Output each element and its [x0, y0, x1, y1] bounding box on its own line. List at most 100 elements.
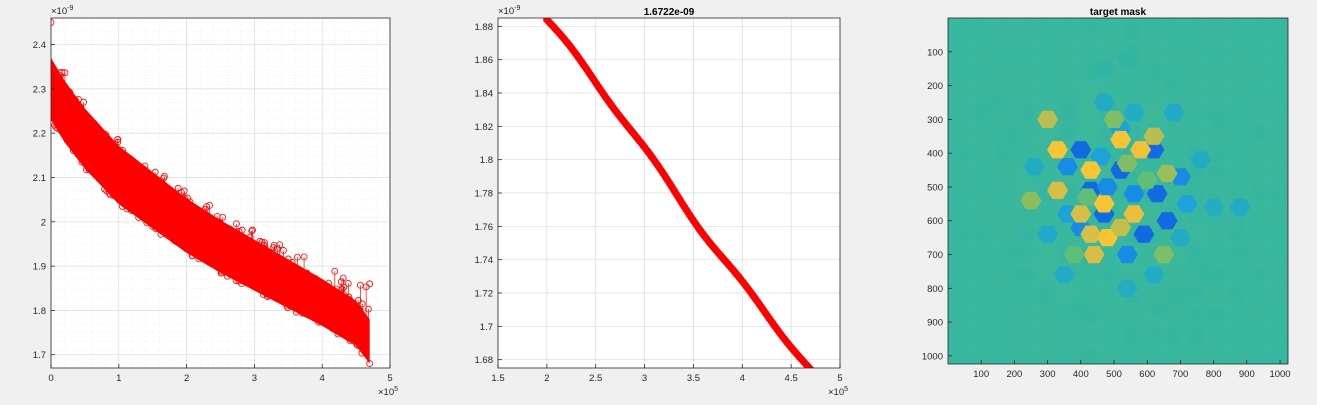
y-tick-label: 2.2: [33, 129, 46, 140]
x-tick-label: 600: [1139, 369, 1155, 380]
heatmap-cell: [1078, 83, 1100, 101]
x-exponent-power: 5: [394, 386, 398, 393]
heatmap-cell: [1184, 22, 1206, 41]
heatmap-cell: [1184, 124, 1206, 142]
axes-3-title: target mask: [1090, 7, 1147, 18]
data-point: [114, 138, 122, 146]
heatmap-cell: [1057, 286, 1078, 304]
heatmap-cell: [1205, 164, 1227, 183]
data-point: [364, 305, 372, 313]
data-point: [229, 267, 237, 275]
heatmap-cell: [1189, 151, 1211, 169]
x-tick-label: 3.5: [687, 373, 700, 384]
y-tick-label: 1.68: [475, 355, 494, 366]
heatmap-cell: [972, 124, 993, 142]
heatmap-cell: [1269, 205, 1288, 223]
data-point: [248, 227, 256, 235]
x-tick-label: 700: [1172, 369, 1188, 380]
heatmap-cell: [1110, 218, 1132, 237]
data-point: [326, 290, 334, 298]
heatmap-cell: [993, 205, 1015, 223]
heatmap-cell: [1116, 245, 1138, 264]
data-point: [284, 264, 292, 271]
data-point: [218, 246, 226, 253]
heatmap-cell: [1269, 327, 1288, 345]
heatmap-cell: [950, 63, 972, 81]
heatmap-cell: [1014, 22, 1036, 41]
data-point: [238, 226, 246, 234]
heatmap-cell: [1035, 43, 1057, 61]
heatmap-cell: [1143, 141, 1165, 159]
y-tick-label: 900: [927, 318, 943, 329]
heatmap-cell: [1269, 43, 1288, 61]
data-point: [263, 293, 271, 300]
data-point: [337, 278, 345, 286]
data-point: [172, 237, 179, 245]
y-tick-label: 200: [927, 81, 943, 92]
heatmap-cell: [1093, 60, 1115, 78]
heatmap-cell: [1248, 144, 1270, 162]
heatmap-cell: [1053, 266, 1075, 284]
heatmap-cell: [972, 286, 993, 304]
data-point: [106, 189, 113, 197]
data-point: [206, 201, 214, 209]
data-point: [80, 98, 87, 106]
x-tick-label: 4: [320, 373, 325, 384]
heatmap-cell: [1269, 225, 1288, 243]
heatmap-cell: [1184, 63, 1206, 81]
y-tick-label: 1000: [922, 351, 943, 362]
x-tick-label: 4.5: [785, 373, 798, 384]
heatmap-cell: [950, 144, 972, 162]
data-point: [261, 270, 268, 278]
heatmap-cell: [1057, 83, 1078, 101]
y-tick-label: 1.7: [33, 350, 46, 361]
data-point: [284, 255, 292, 263]
heatmap-cell: [993, 266, 1015, 284]
data-point: [250, 243, 258, 251]
y-tick-label: 2: [41, 217, 46, 228]
heatmap-cell: [1269, 286, 1288, 304]
data-point: [128, 182, 136, 190]
heatmap-cell: [1205, 327, 1227, 345]
heatmap-cell: [1184, 104, 1206, 122]
heatmap-cell: [1099, 286, 1121, 304]
data-point: [128, 167, 136, 175]
data-point: [273, 293, 281, 300]
data-point: [77, 105, 85, 113]
heatmap-cell: [1146, 185, 1168, 203]
data-point: [253, 250, 260, 257]
heatmap-cell: [1150, 299, 1171, 318]
heatmap-cell: [1037, 225, 1059, 243]
heatmap-cell: [1203, 198, 1225, 216]
y-tick-label: 1.86: [475, 55, 494, 66]
data-point: [238, 280, 246, 288]
y-tick-label: 2.3: [33, 84, 46, 95]
data-point: [102, 130, 110, 138]
heatmap-cell: [1133, 225, 1155, 243]
data-point: [268, 250, 276, 257]
data-point: [351, 326, 359, 334]
heatmap-cell: [1163, 22, 1185, 41]
data-point: [228, 247, 236, 255]
axes-3-box: [947, 17, 1289, 365]
heatmap-cell: [1078, 347, 1100, 364]
heatmap-cell: [1248, 327, 1270, 345]
data-point: [75, 133, 83, 141]
heatmap-cell: [1248, 306, 1270, 324]
heatmap-cell: [1035, 245, 1057, 264]
heatmap-cell: [1103, 110, 1125, 128]
heatmap-cell: [1057, 63, 1078, 81]
heatmap-cell: [950, 225, 972, 243]
heatmap-cell: [1248, 124, 1270, 142]
heatmap-cell: [1057, 124, 1078, 142]
data-point: [102, 177, 110, 185]
heatmap-cell: [1227, 225, 1248, 243]
heatmap-cell: [1116, 49, 1138, 68]
heatmap-cell: [1078, 63, 1100, 81]
subplot-3: 100 200 300 400 500 600 700 800 900 1000 100 200 300…: [922, 7, 1291, 380]
data-point: [288, 258, 296, 266]
heatmap-cell: [1248, 22, 1270, 41]
heatmap-cell: [1047, 141, 1069, 159]
heatmap-cell: [1014, 327, 1036, 345]
data-point: [195, 255, 203, 263]
